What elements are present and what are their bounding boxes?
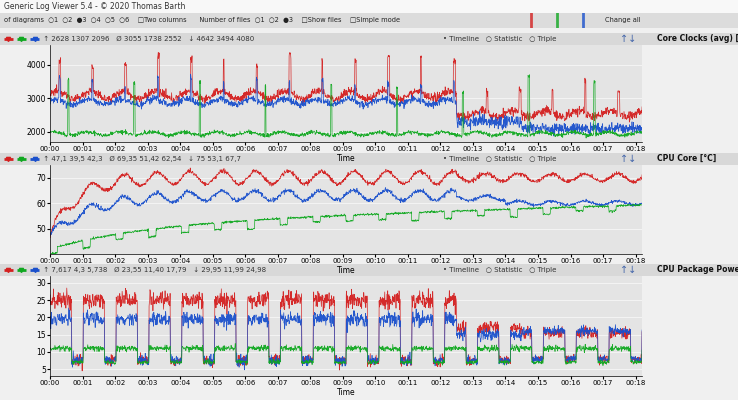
Text: Generic Log Viewer 5.4 - © 2020 Thomas Barth: Generic Log Viewer 5.4 - © 2020 Thomas B… [4,2,185,11]
Text: Change all: Change all [605,17,641,23]
Text: ↑↓: ↑↓ [620,34,636,44]
Text: • Timeline   ○ Statistic   ○ Triple: • Timeline ○ Statistic ○ Triple [443,156,556,162]
X-axis label: Time: Time [337,154,356,162]
Text: ↑ 2628 1307 2096   Ø 3055 1738 2552   ↓ 4642 3494 4080: ↑ 2628 1307 2096 Ø 3055 1738 2552 ↓ 4642… [41,36,254,42]
Text: ↑↓: ↑↓ [620,265,636,275]
Text: of diagrams  ○1  ○2  ●3  ○4  ○5  ○6    □Two columns      Number of files  ○1  ○2: of diagrams ○1 ○2 ●3 ○4 ○5 ○6 □Two colum… [4,17,400,23]
Text: CPU Package Power [W]: CPU Package Power [W] [657,266,738,274]
X-axis label: Time: Time [337,388,356,396]
Text: CPU Core [°C]: CPU Core [°C] [657,154,716,163]
Text: ↑ 7,617 4,3 5,738   Ø 23,55 11,40 17,79   ↓ 29,95 11,99 24,98: ↑ 7,617 4,3 5,738 Ø 23,55 11,40 17,79 ↓ … [41,267,266,273]
Text: ↑↓: ↑↓ [620,154,636,164]
X-axis label: Time: Time [337,266,356,274]
Text: • Timeline   ○ Statistic   ○ Triple: • Timeline ○ Statistic ○ Triple [443,267,556,273]
Text: ↑ 47,1 39,5 42,3   Ø 69,35 51,42 62,54   ↓ 75 53,1 67,7: ↑ 47,1 39,5 42,3 Ø 69,35 51,42 62,54 ↓ 7… [41,156,241,162]
Text: • Timeline   ○ Statistic   ○ Triple: • Timeline ○ Statistic ○ Triple [443,36,556,42]
Text: Core Clocks (avg) [MHz]: Core Clocks (avg) [MHz] [657,34,738,43]
